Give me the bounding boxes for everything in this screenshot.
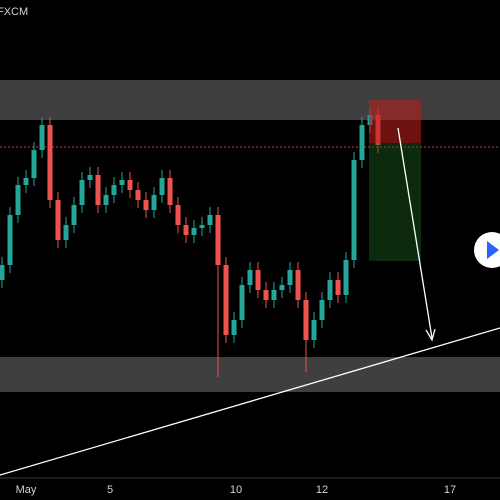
candle-body — [239, 285, 245, 320]
time-axis — [0, 478, 500, 500]
candle-body — [215, 215, 221, 265]
candle-body — [135, 190, 141, 200]
candle-body — [39, 125, 45, 150]
candle-body — [287, 270, 293, 285]
candle-body — [191, 228, 197, 235]
candle-body — [31, 150, 37, 178]
candle-body — [327, 280, 333, 300]
candles — [0, 107, 381, 377]
candle-body — [55, 200, 61, 240]
candle-body — [15, 185, 21, 215]
arrow-line — [397, 127, 433, 339]
take-profit-box — [369, 143, 421, 261]
candle-body — [343, 260, 349, 295]
resistance-zone — [0, 80, 500, 120]
candle-body — [279, 285, 285, 290]
candle-body — [183, 225, 189, 235]
candle-body — [271, 290, 277, 300]
x-tick-label: 17 — [444, 484, 456, 496]
candle-body — [7, 215, 13, 265]
x-tick-label: May — [16, 484, 37, 496]
play-icon — [487, 241, 499, 259]
x-tick-label: 12 — [316, 484, 328, 496]
candle-body — [359, 125, 365, 160]
chart-title: FXCM — [0, 6, 28, 18]
candle-body — [231, 320, 237, 335]
x-tick-label: 5 — [107, 484, 113, 496]
candle-body — [119, 180, 125, 185]
trend-line — [0, 327, 500, 476]
stop-loss-box — [369, 100, 421, 143]
candle-body — [175, 205, 181, 225]
candle-body — [223, 265, 229, 335]
candle-body — [103, 195, 109, 205]
candle-body — [319, 300, 325, 320]
candle-body — [87, 175, 93, 180]
candle-body — [255, 270, 261, 290]
candle-body — [79, 180, 85, 205]
candle-body — [335, 280, 341, 295]
candle-body — [127, 180, 133, 190]
candle-body — [199, 225, 205, 228]
candle-body — [263, 290, 269, 300]
candle-body — [247, 270, 253, 285]
support-zone — [0, 357, 500, 392]
candle-body — [71, 205, 77, 225]
candle-body — [351, 160, 357, 260]
candle-body — [167, 178, 173, 205]
x-tick-label: 10 — [230, 484, 242, 496]
candle-body — [303, 300, 309, 340]
arrow-head — [425, 328, 436, 342]
candle-body — [295, 270, 301, 300]
candle-body — [159, 178, 165, 195]
candle-body — [311, 320, 317, 340]
candle-body — [151, 195, 157, 210]
candle-body — [207, 215, 213, 225]
candle-body — [0, 265, 5, 280]
candle-body — [111, 185, 117, 195]
candle-body — [23, 178, 29, 185]
candle-body — [63, 225, 69, 240]
candle-body — [143, 200, 149, 210]
candle-body — [95, 175, 101, 205]
candle-body — [47, 125, 53, 200]
